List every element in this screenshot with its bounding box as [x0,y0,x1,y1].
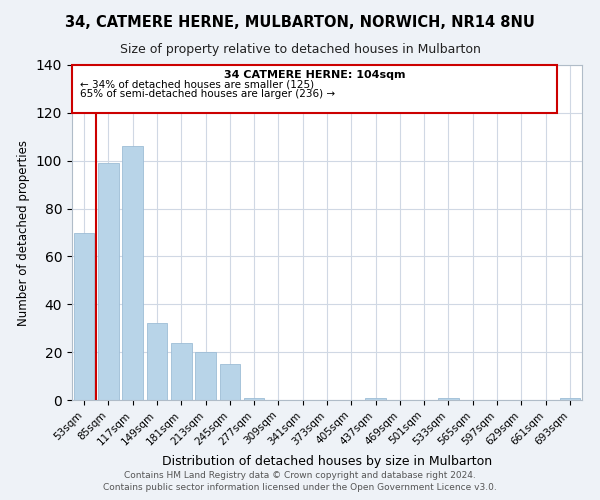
FancyBboxPatch shape [73,65,557,113]
Bar [365,398,386,400]
Y-axis label: Number of detached properties: Number of detached properties [17,140,31,326]
Bar [171,342,191,400]
Bar [220,364,240,400]
Bar [438,398,459,400]
Bar [122,146,143,400]
Bar [244,398,265,400]
Text: 65% of semi-detached houses are larger (236) →: 65% of semi-detached houses are larger (… [80,89,335,99]
Text: 34 CATMERE HERNE: 104sqm: 34 CATMERE HERNE: 104sqm [224,70,406,80]
Text: Contains HM Land Registry data © Crown copyright and database right 2024.
Contai: Contains HM Land Registry data © Crown c… [103,471,497,492]
Bar [74,232,94,400]
Bar [560,398,580,400]
Text: ← 34% of detached houses are smaller (125): ← 34% of detached houses are smaller (12… [80,80,314,90]
Text: 34, CATMERE HERNE, MULBARTON, NORWICH, NR14 8NU: 34, CATMERE HERNE, MULBARTON, NORWICH, N… [65,15,535,30]
Bar [195,352,216,400]
Bar [146,324,167,400]
Text: Size of property relative to detached houses in Mulbarton: Size of property relative to detached ho… [119,42,481,56]
X-axis label: Distribution of detached houses by size in Mulbarton: Distribution of detached houses by size … [162,455,492,468]
Bar [98,163,119,400]
